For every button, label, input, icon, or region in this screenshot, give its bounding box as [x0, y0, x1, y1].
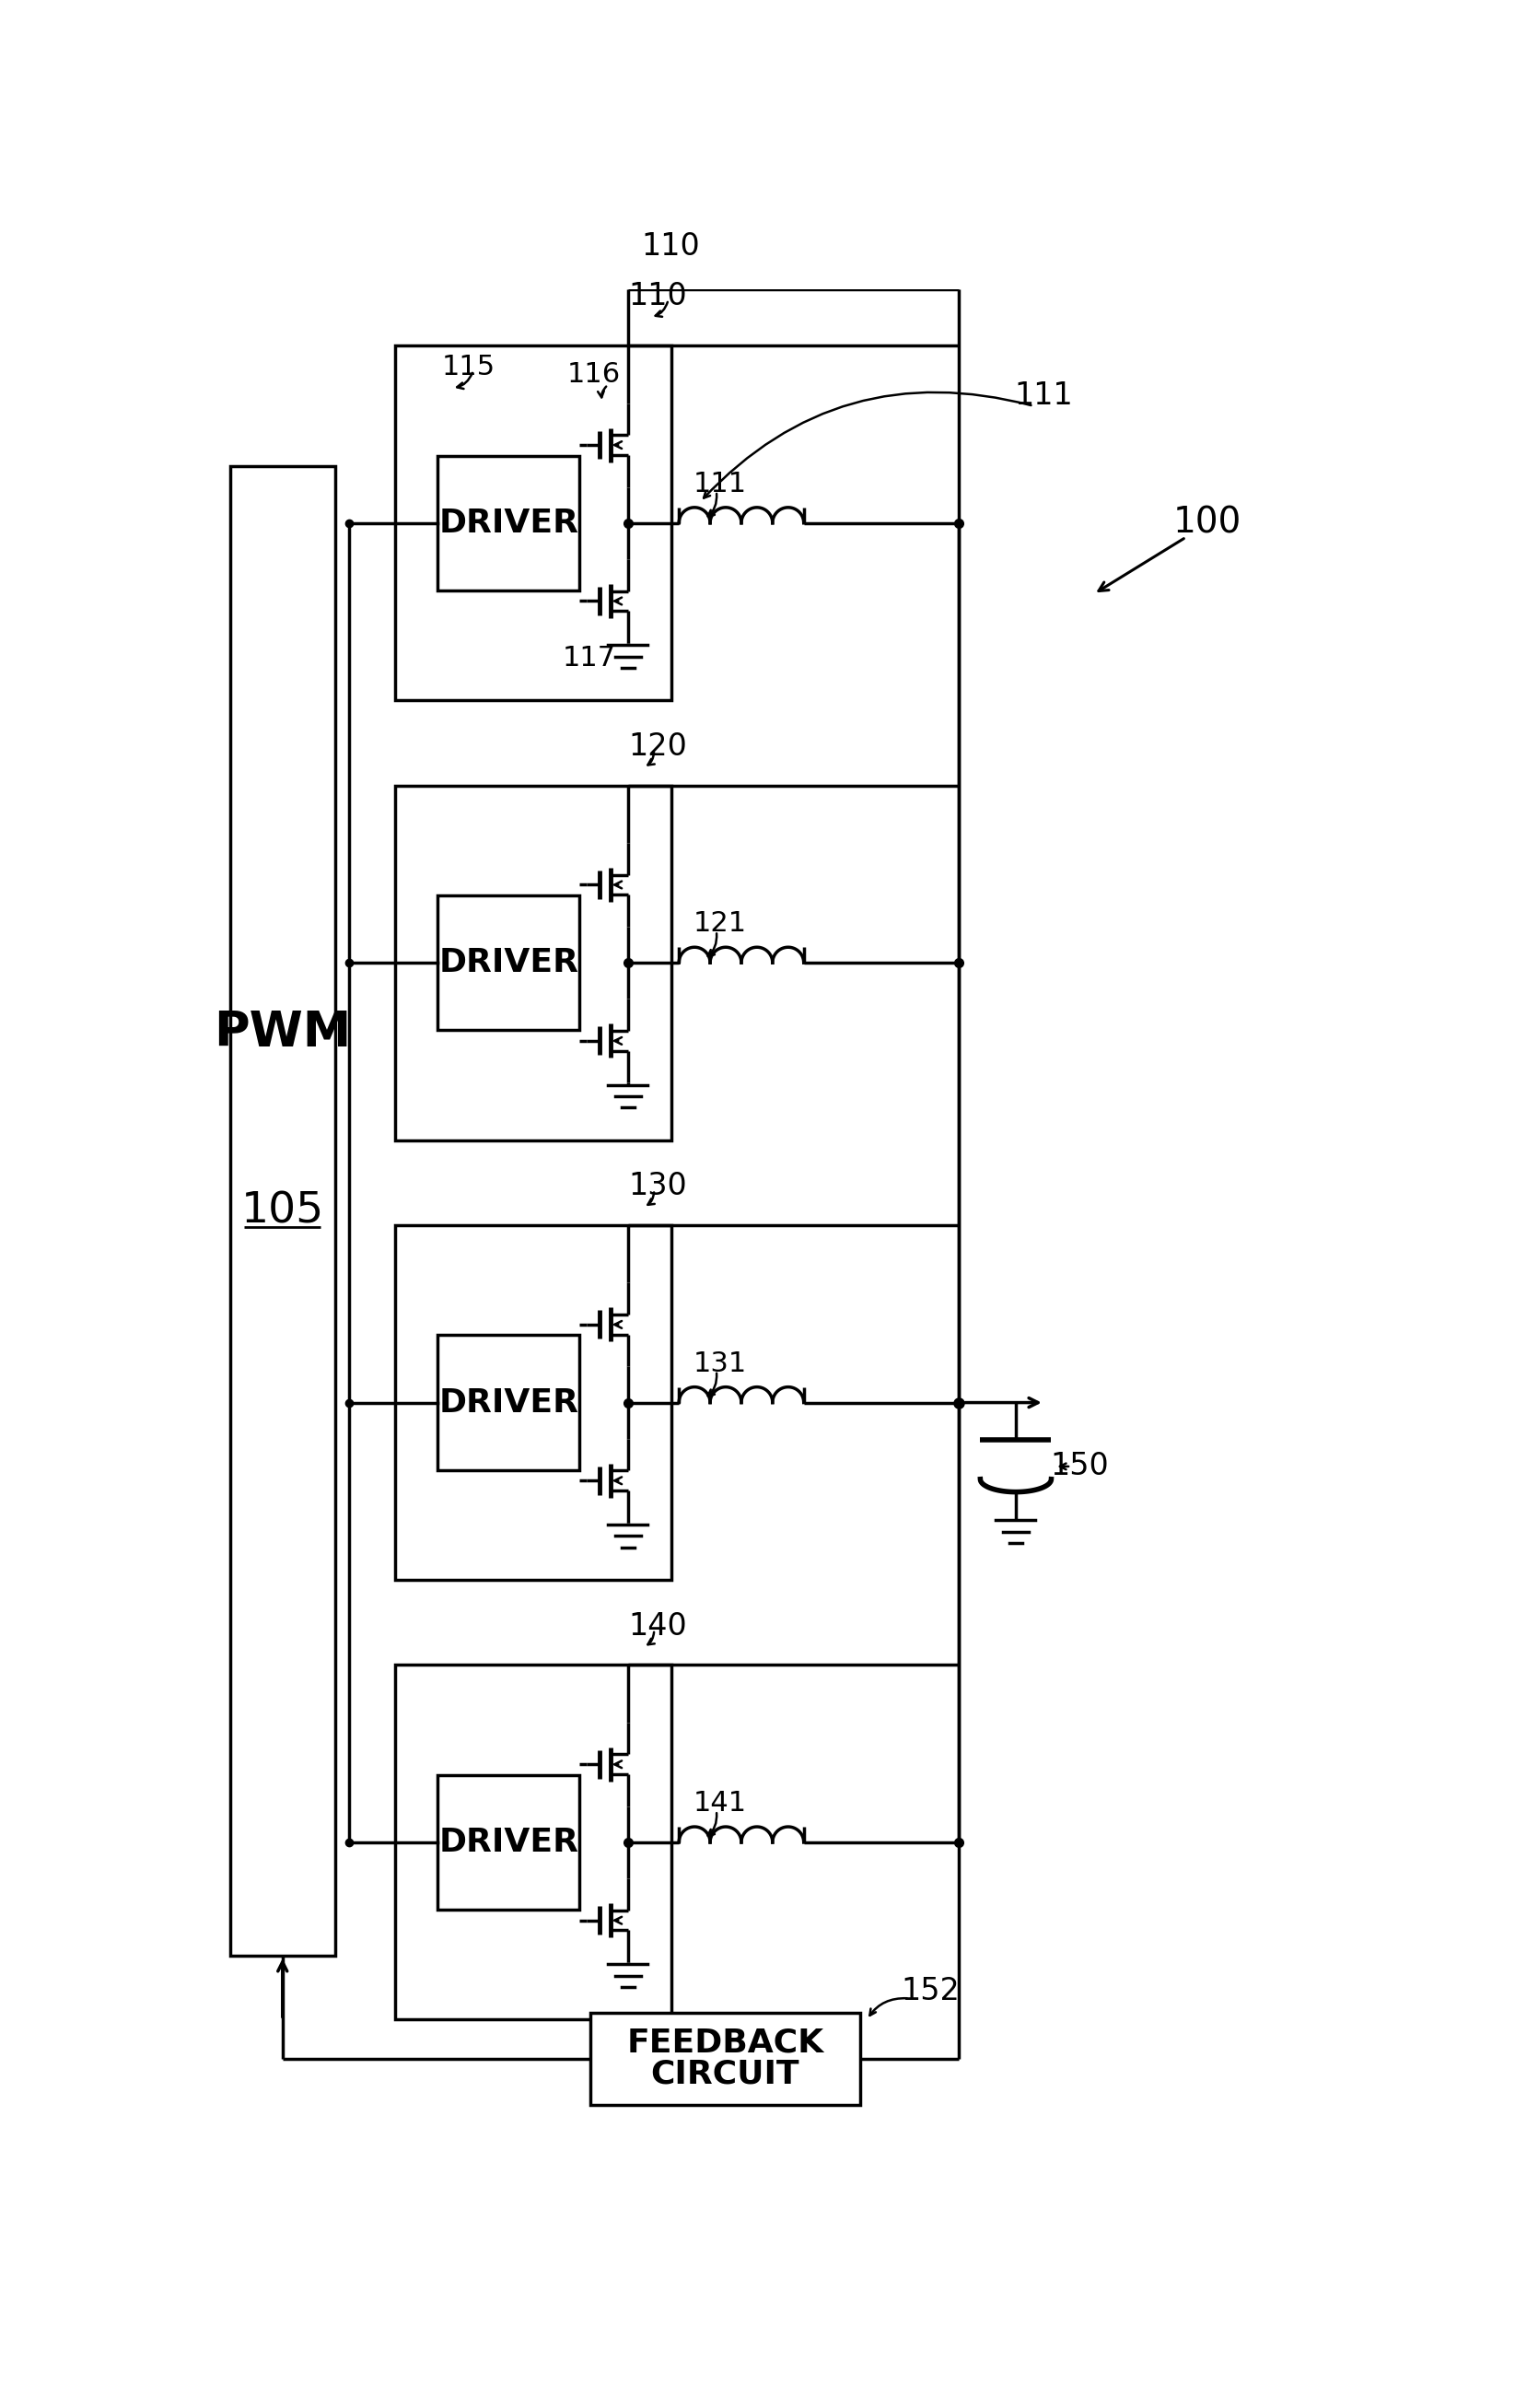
- Text: 100: 100: [1173, 506, 1241, 539]
- Text: 130: 130: [629, 1170, 686, 1202]
- Bar: [395, 347, 671, 701]
- Text: 140: 140: [629, 1611, 686, 1642]
- Text: 105: 105: [241, 1190, 324, 1233]
- Text: 120: 120: [629, 732, 688, 761]
- Bar: [395, 1664, 671, 2020]
- Text: CIRCUIT: CIRCUIT: [650, 2059, 800, 2090]
- Text: DRIVER: DRIVER: [439, 1387, 579, 1418]
- Text: 111: 111: [694, 470, 747, 498]
- Text: 131: 131: [694, 1351, 747, 1377]
- Bar: [395, 1226, 671, 1580]
- Text: 121: 121: [694, 910, 747, 937]
- Text: 111: 111: [1015, 380, 1074, 409]
- Text: 152: 152: [901, 1977, 961, 2006]
- Bar: [438, 455, 580, 590]
- Text: 115: 115: [441, 354, 495, 380]
- Text: 117: 117: [562, 645, 615, 672]
- Bar: [438, 1334, 580, 1469]
- Bar: [395, 785, 671, 1139]
- Bar: [230, 467, 335, 1955]
- Text: 116: 116: [567, 361, 621, 388]
- Text: DRIVER: DRIVER: [439, 946, 579, 978]
- Bar: [438, 896, 580, 1031]
- Text: 110: 110: [641, 231, 700, 262]
- Bar: [438, 1775, 580, 1910]
- Text: PWM: PWM: [214, 1009, 351, 1057]
- Text: 150: 150: [1050, 1452, 1109, 1481]
- Text: DRIVER: DRIVER: [439, 1828, 579, 1859]
- Bar: [591, 2013, 861, 2105]
- Text: 110: 110: [629, 282, 686, 311]
- Text: DRIVER: DRIVER: [439, 508, 579, 539]
- Text: FEEDBACK: FEEDBACK: [626, 2028, 824, 2059]
- Text: 141: 141: [694, 1789, 747, 1816]
